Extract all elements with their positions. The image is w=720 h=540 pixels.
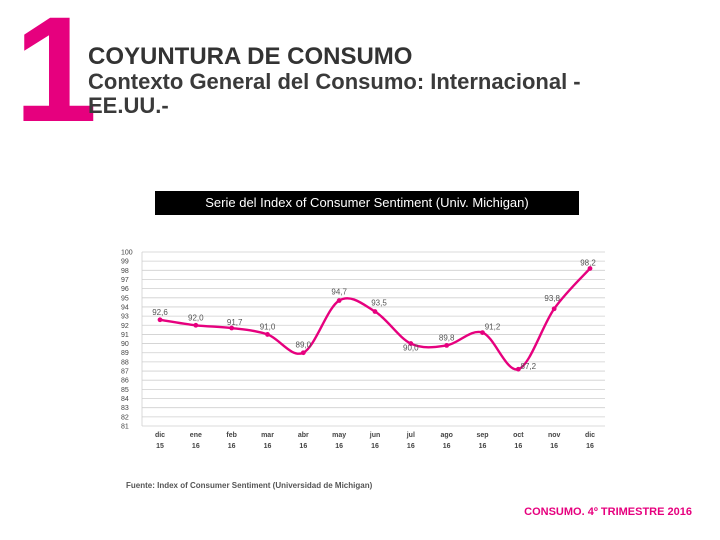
grid-lines — [141, 251, 605, 427]
y-tick-label: 89 — [121, 350, 129, 357]
y-tick-label: 88 — [121, 359, 129, 366]
page-subtitle-line2: EE.UU.- — [88, 93, 169, 118]
section-number: 1 — [14, 0, 97, 153]
data-label: 93,8 — [544, 294, 560, 303]
data-label: 91,7 — [227, 318, 243, 327]
x-tick-year: 16 — [443, 443, 451, 450]
y-tick-label: 92 — [121, 323, 129, 330]
data-point — [480, 330, 485, 335]
data-point — [408, 341, 414, 346]
y-tick-label: 81 — [121, 424, 129, 431]
x-tick-month: oct — [513, 432, 524, 439]
x-tick-year: 16 — [192, 443, 200, 450]
data-point — [372, 309, 378, 314]
data-point — [444, 343, 450, 348]
data-labels: 92,6 92,0 91,7 91,0 89,0 94,7 93,5 90,0 89,8 91,2… — [152, 258, 596, 371]
data-point — [193, 322, 199, 328]
data-label: 98,2 — [580, 258, 596, 267]
x-tick-year: 15 — [156, 443, 164, 450]
x-tick-month: sep — [476, 432, 488, 439]
y-tick-label: 90 — [121, 341, 129, 348]
x-tick-year: 16 — [335, 443, 343, 450]
x-tick-year: 16 — [586, 443, 594, 450]
y-tick-label: 87 — [121, 369, 129, 376]
y-tick-label: 96 — [121, 286, 129, 293]
footer-text: CONSUMO. 4º TRIMESTRE 2016 — [524, 506, 692, 518]
data-point — [587, 266, 593, 271]
y-tick-label: 95 — [121, 295, 129, 302]
y-tick-label: 97 — [121, 277, 129, 284]
data-label: 87,2 — [521, 362, 537, 371]
y-tick-label: 84 — [121, 396, 129, 403]
y-tick-label: 86 — [121, 378, 129, 385]
x-tick-month: ago — [440, 432, 452, 439]
x-tick-year: 16 — [264, 443, 272, 450]
data-label: 94,7 — [331, 288, 347, 297]
series-line — [159, 267, 591, 371]
page-subtitle-line1: Contexto General del Consumo: Internacio… — [88, 69, 581, 94]
page-heading: COYUNTURA DE CONSUMO Contexto General de… — [88, 44, 581, 118]
data-label: 91,2 — [485, 323, 501, 332]
y-tick-label: 94 — [121, 304, 129, 311]
x-tick-year: 16 — [371, 443, 379, 450]
data-point — [265, 332, 270, 337]
y-tick-label: 85 — [121, 387, 129, 394]
y-tick-label: 100 — [121, 250, 133, 257]
x-tick-month: nov — [548, 432, 561, 439]
x-tick-year: 16 — [514, 443, 522, 450]
data-label: 92,0 — [188, 313, 204, 322]
x-tick-month: may — [332, 432, 346, 439]
data-point — [229, 325, 235, 331]
x-tick-year: 16 — [228, 443, 236, 450]
y-tick-label: 98 — [121, 268, 129, 275]
x-tick-year: 16 — [407, 443, 415, 450]
y-tick-label: 99 — [121, 259, 129, 266]
y-tick-label: 93 — [121, 314, 129, 321]
data-points — [157, 266, 593, 372]
data-point — [157, 317, 163, 323]
source-note: Fuente: Index of Consumer Sentiment (Uni… — [126, 481, 373, 490]
data-point — [300, 350, 306, 356]
page-title: COYUNTURA DE CONSUMO — [88, 43, 413, 70]
x-tick-year: 16 — [299, 443, 307, 450]
x-tick-month: jun — [369, 432, 381, 439]
y-tick-label: 82 — [121, 414, 129, 421]
data-label: 90,0 — [403, 344, 419, 353]
data-label: 89,0 — [296, 341, 312, 350]
x-tick-month: feb — [226, 432, 237, 439]
y-tick-label: 91 — [121, 332, 129, 339]
x-tick-month: dic — [155, 432, 165, 439]
chart-title: Serie del Index of Consumer Sentiment (U… — [155, 191, 579, 215]
x-tick-month: jul — [406, 432, 415, 439]
x-tick-year: 16 — [550, 443, 558, 450]
y-tick-label: 83 — [121, 405, 129, 412]
data-point — [515, 366, 521, 372]
x-tick-month: dic — [585, 432, 595, 439]
x-tick-month: mar — [261, 432, 274, 439]
data-label: 91,0 — [260, 322, 276, 331]
data-label: 92,6 — [152, 308, 168, 317]
x-axis-ticks: dic 15 ene 16 feb 16 mar 16 abr 16 may 16 jun 16 jul 16… — [155, 432, 595, 450]
x-tick-month: ene — [190, 432, 202, 439]
data-point — [336, 298, 342, 303]
data-label: 89,8 — [439, 333, 455, 342]
y-axis-ticks: 81 82 83 84 85 86 87 88 89 90 91 92 93 94 95 96 97 98 99 10… — [121, 250, 133, 431]
data-label: 93,5 — [371, 299, 387, 308]
x-tick-year: 16 — [479, 443, 487, 450]
data-point — [551, 306, 557, 312]
x-tick-month: abr — [298, 432, 309, 439]
